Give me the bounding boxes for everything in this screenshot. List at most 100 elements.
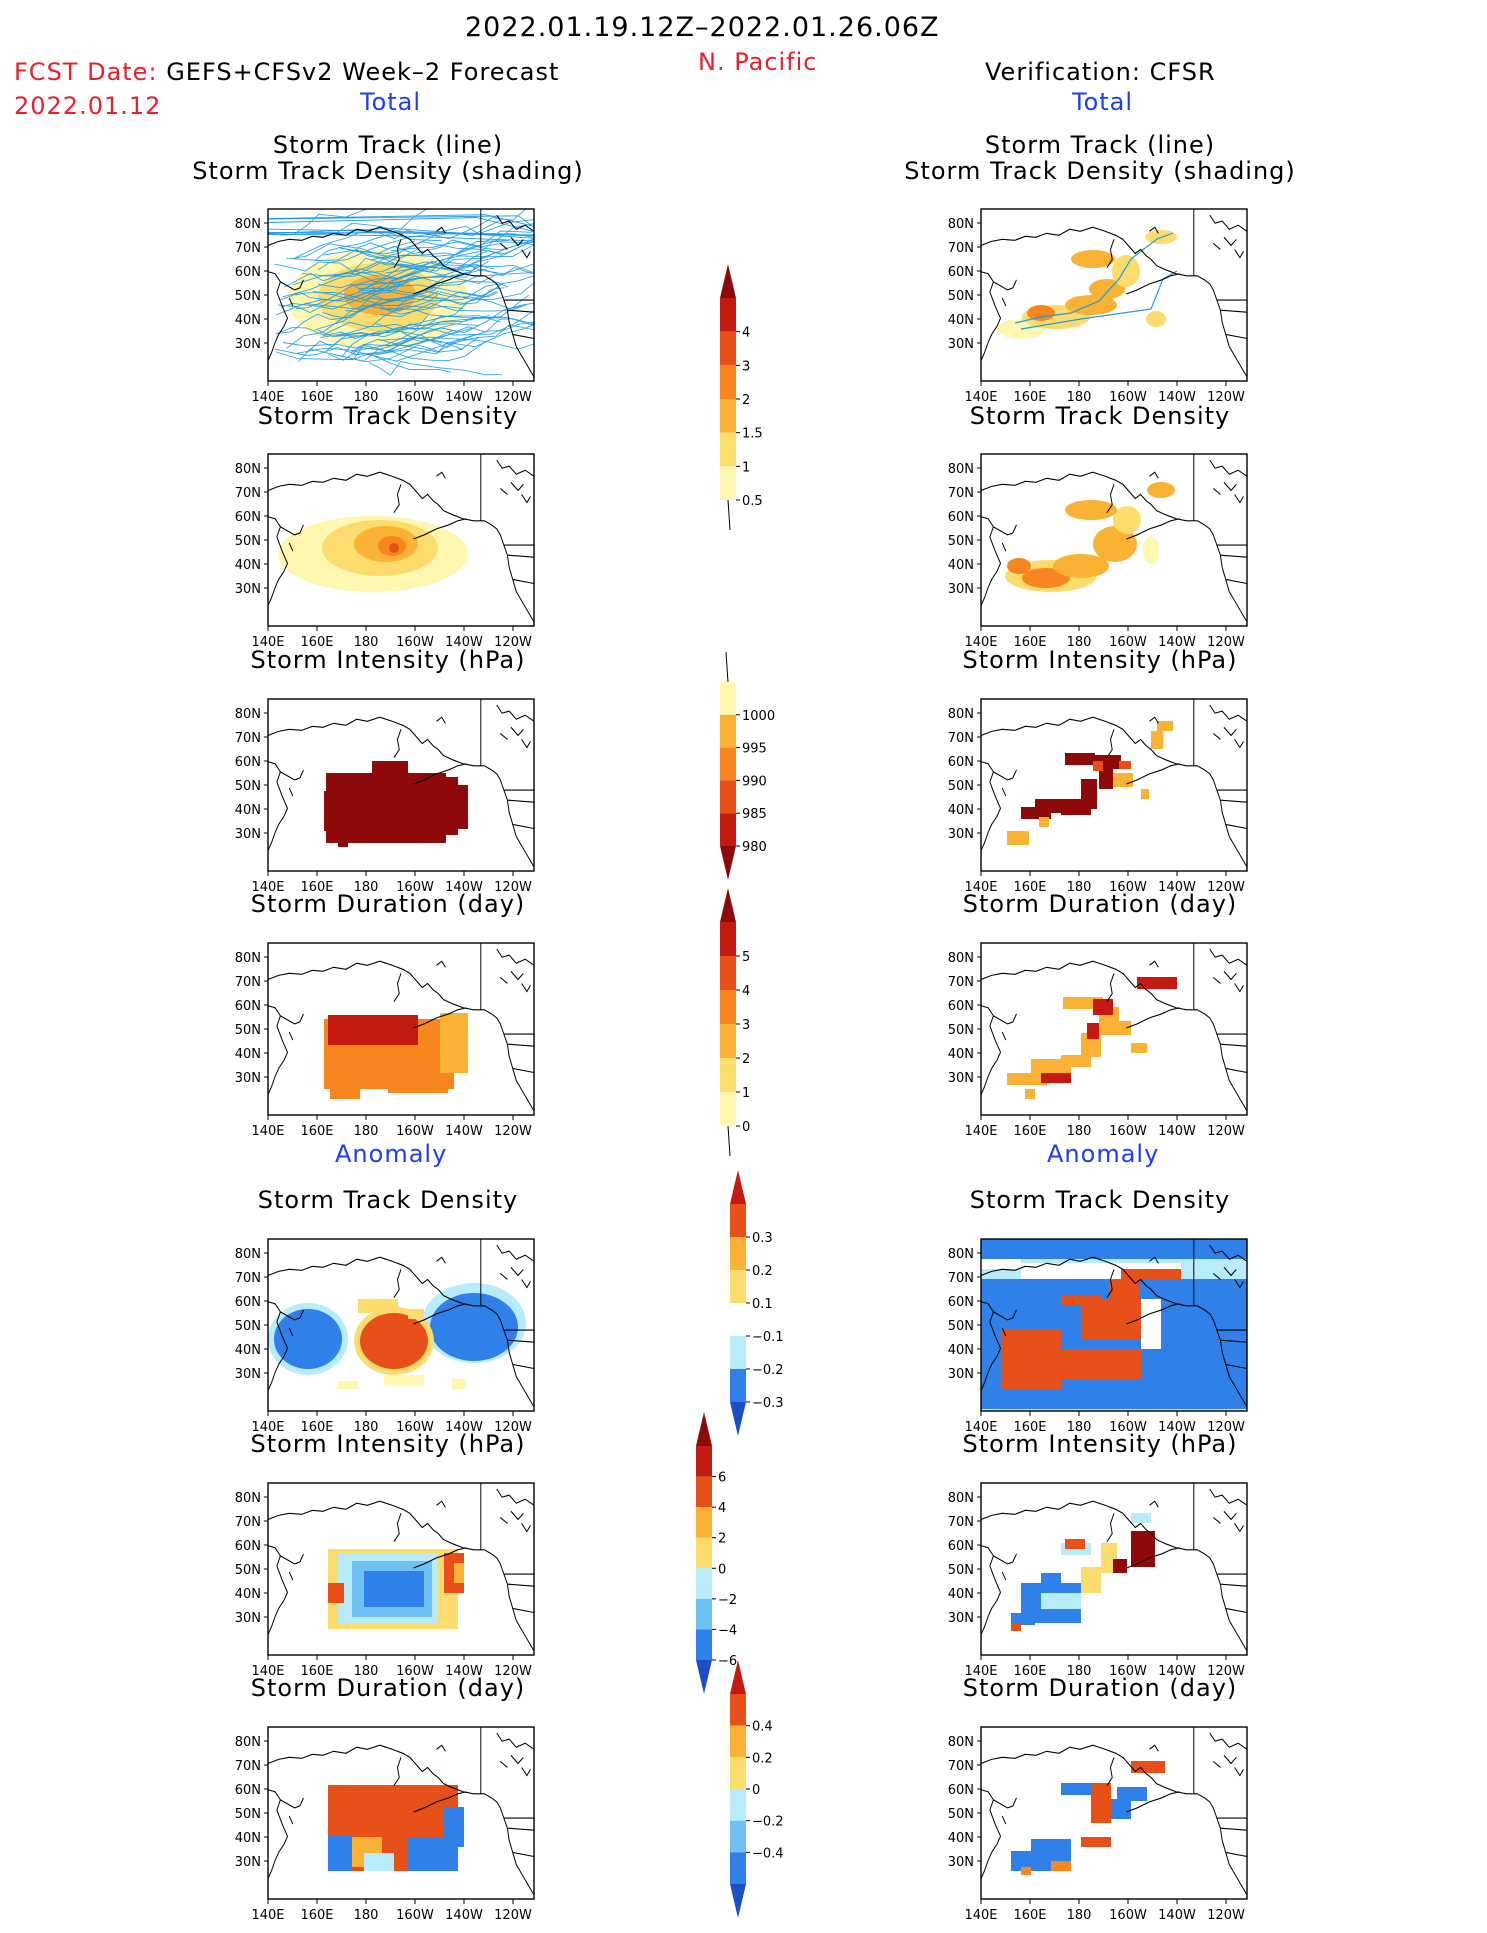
colorbar-label: 0.4 <box>752 1720 773 1735</box>
lon-label: 180 <box>1067 1908 1092 1923</box>
lat-label: 50N <box>235 1563 261 1578</box>
left-total-label: Total <box>360 88 422 116</box>
colorbar-label: 0 <box>752 1783 760 1798</box>
lon-label: 160W <box>396 1420 434 1435</box>
lat-label: 80N <box>235 951 261 966</box>
intensity-colorbar: 1000 995 990 985 980 <box>720 651 775 880</box>
lon-label: 140E <box>251 390 284 405</box>
lat-label: 50N <box>235 779 261 794</box>
lat-label: 40N <box>235 1343 261 1358</box>
lon-label: 160E <box>1013 1908 1046 1923</box>
l-density-anom-map: 80N 70N 60N 50N 40N 30N 140E 160E 180 160W 140W 120… <box>235 1238 535 1435</box>
colorbar-label: 0.2 <box>752 1751 773 1766</box>
colorbar-label: 1000 <box>742 709 775 724</box>
lat-label: 30N <box>235 582 261 597</box>
region-title: N. Pacific <box>698 48 818 76</box>
r-intensity-anom-map: 80N 70N 60N 50N 40N 30N 140E 160E 180 160W 140W 120… <box>948 1482 1248 1679</box>
lon-label: 120W <box>1207 390 1245 405</box>
lat-label: 70N <box>235 1271 261 1286</box>
colorbar-label: −2 <box>718 1593 737 1608</box>
l-density-title: Storm Track Density <box>257 402 519 430</box>
lon-label: 120W <box>1207 1420 1245 1435</box>
colorbar-label: −0.1 <box>752 1330 784 1345</box>
lon-label: 180 <box>1067 390 1092 405</box>
lon-label: 180 <box>1067 880 1092 895</box>
lat-label: 40N <box>948 558 974 573</box>
r-density-title: Storm Track Density <box>969 402 1231 430</box>
lon-label: 120W <box>494 1124 532 1139</box>
r-intensity-title: Storm Intensity (hPa) <box>962 646 1238 674</box>
lon-label: 140E <box>251 635 284 650</box>
lat-label: 80N <box>948 1247 974 1262</box>
lon-label: 160E <box>300 635 333 650</box>
lon-label: 140W <box>445 880 483 895</box>
lat-label: 70N <box>948 1759 974 1774</box>
lon-label: 120W <box>494 880 532 895</box>
colorbar-label: 5 <box>742 950 750 965</box>
lat-label: 30N <box>235 1367 261 1382</box>
l-duration-title: Storm Duration (day) <box>250 890 526 918</box>
lat-label: 30N <box>948 337 974 352</box>
lon-label: 140W <box>1158 1908 1196 1923</box>
colorbar-label: 990 <box>742 774 767 789</box>
l-intensity-map: 80N 70N 60N 50N 40N 30N 140E 160E 180 160W 140W 120… <box>235 698 535 895</box>
lon-label: 160W <box>1109 1908 1147 1923</box>
l-density-map: 80N 70N 60N 50N 40N 30N 140E 160E 180 160W 140W 120… <box>235 453 535 650</box>
lon-label: 160E <box>1013 635 1046 650</box>
lon-label: 140W <box>445 1420 483 1435</box>
lat-label: 40N <box>948 1587 974 1602</box>
colorbar-label: 0.5 <box>742 494 763 509</box>
lon-label: 160E <box>1013 1420 1046 1435</box>
colorbar-label: 4 <box>742 984 750 999</box>
lon-label: 160E <box>300 1124 333 1139</box>
lat-label: 60N <box>235 265 261 280</box>
lat-label: 30N <box>948 1855 974 1870</box>
lat-label: 70N <box>948 1271 974 1286</box>
l-track-title-2: Storm Track Density (shading) <box>192 157 584 185</box>
right-anomaly-label: Anomaly <box>1047 1140 1160 1168</box>
density-anom-colorbar: 0.3 0.2 0.1 −0.1 −0.2 −0.3 <box>730 1170 784 1436</box>
lon-label: 160E <box>1013 390 1046 405</box>
colorbar-label: 3 <box>742 1018 750 1033</box>
lon-label: 160W <box>1109 880 1147 895</box>
l-duration-map: 80N 70N 60N 50N 40N 30N 140E 160E 180 160W 140W 120… <box>235 942 535 1139</box>
lon-label: 140E <box>964 390 997 405</box>
lon-label: 160W <box>1109 635 1147 650</box>
lat-label: 40N <box>948 1047 974 1062</box>
lat-label: 80N <box>235 1735 261 1750</box>
lon-label: 180 <box>354 1908 379 1923</box>
colorbar-label: 0.1 <box>752 1297 773 1312</box>
lat-label: 50N <box>948 1807 974 1822</box>
lat-label: 60N <box>948 1783 974 1798</box>
r-track-title-2: Storm Track Density (shading) <box>904 157 1296 185</box>
lat-label: 50N <box>235 534 261 549</box>
lon-label: 180 <box>1067 1124 1092 1139</box>
colorbar-label: 0.3 <box>752 1231 773 1246</box>
lat-label: 80N <box>235 1491 261 1506</box>
lon-label: 160E <box>1013 1124 1046 1139</box>
l-intensity-anom-map: 80N 70N 60N 50N 40N 30N 140E 160E 180 160W 140W 120… <box>235 1482 535 1679</box>
lon-label: 140E <box>964 635 997 650</box>
lon-label: 140E <box>251 1908 284 1923</box>
lat-label: 80N <box>948 951 974 966</box>
lon-label: 120W <box>1207 1124 1245 1139</box>
colorbar-label: 1 <box>742 460 750 475</box>
r-duration-anom-title: Storm Duration (day) <box>962 1674 1238 1702</box>
r-duration-anom-map: 80N 70N 60N 50N 40N 30N 140E 160E 180 160W 140W 120… <box>948 1726 1248 1923</box>
colorbar-label: 1.5 <box>742 427 763 442</box>
l-duration-anom-title: Storm Duration (day) <box>250 1674 526 1702</box>
r-density-map: 80N 70N 60N 50N 40N 30N 140E 160E 180 160W 140W 120… <box>948 453 1248 650</box>
lon-label: 140E <box>251 1420 284 1435</box>
lon-label: 160E <box>300 1664 333 1679</box>
lat-label: 50N <box>235 1023 261 1038</box>
lat-label: 70N <box>235 1515 261 1530</box>
lon-label: 160W <box>1109 390 1147 405</box>
lon-label: 160W <box>396 1908 434 1923</box>
lat-label: 80N <box>948 217 974 232</box>
lat-label: 50N <box>948 779 974 794</box>
lon-label: 180 <box>354 1664 379 1679</box>
lat-label: 30N <box>235 827 261 842</box>
lat-label: 40N <box>948 803 974 818</box>
verification-label: Verification: CFSR <box>985 58 1216 86</box>
duration-anom-colorbar: 0.4 0.2 0 −0.2 −0.4 <box>730 1660 784 1918</box>
